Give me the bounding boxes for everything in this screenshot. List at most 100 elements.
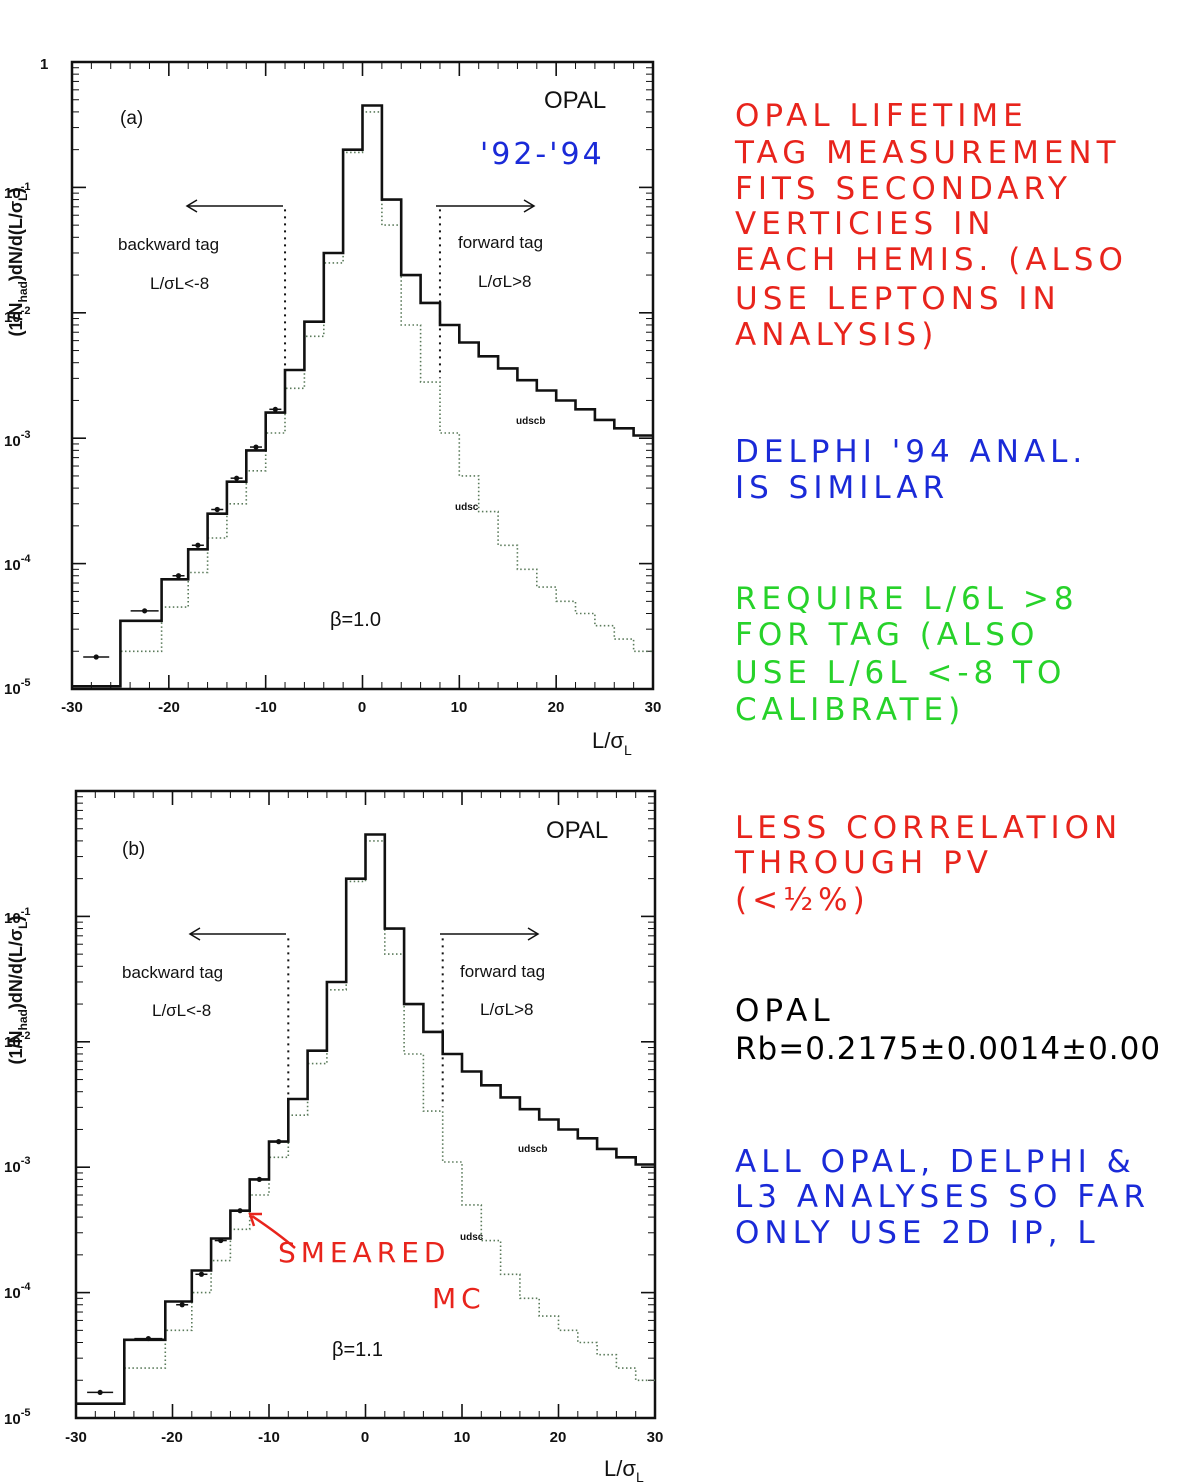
experiment-label: OPAL — [544, 87, 606, 114]
forward-tag-label: forward tag — [460, 962, 545, 981]
data-point — [276, 1139, 282, 1145]
data-points — [83, 406, 282, 660]
x-axis-label: L/σL — [592, 728, 632, 758]
y-tick-label: 10-3 — [4, 429, 30, 450]
x-tick-label: -30 — [65, 1429, 87, 1446]
chart-panel-a: 1 10-1 10-2 10-3 10-4 10-5 -30 -20 -10 0… — [4, 56, 661, 758]
backward-arrow — [188, 927, 286, 941]
note-line: FITS SECONDARY — [735, 171, 1072, 207]
data-point — [198, 1271, 205, 1277]
note-all-analyses: ALL OPAL, DELPHI & L3 ANALYSES SO FAR ON… — [735, 1144, 1150, 1251]
series-udscb — [76, 833, 655, 1405]
forward-tag-label: forward tag — [458, 233, 543, 252]
note-line: USE L/6L <-8 TO — [735, 655, 1066, 691]
data-point — [97, 1389, 103, 1396]
data-point — [256, 1176, 262, 1182]
note-line: ANALYSIS) — [735, 317, 938, 353]
plot-frame — [74, 789, 657, 1420]
y-tick-label: 10-5 — [4, 677, 30, 698]
series-udsc — [72, 111, 653, 688]
smeared-mc-arrow — [248, 1212, 296, 1249]
x-tick-label: -30 — [61, 699, 83, 716]
data-point — [175, 573, 182, 579]
data-point — [237, 1208, 243, 1214]
note-line: EACH HEMIS. (ALSO — [735, 242, 1128, 278]
note-line: LESS CORRELATION — [735, 810, 1122, 846]
x-tick-label: 30 — [647, 1429, 664, 1446]
x-tick-label: -20 — [161, 1429, 183, 1446]
x-tick-labels: -30 -20 -10 0 10 20 30 — [65, 1429, 663, 1446]
note-line: IS SIMILAR — [735, 470, 949, 506]
series-udscb — [72, 104, 653, 688]
beta-label: β=1.1 — [332, 1339, 383, 1361]
panel-label: (a) — [120, 108, 143, 129]
y-tick-label: 10-3 — [4, 1155, 30, 1176]
note-line: Rb=0.2175±0.0014±0.00 — [735, 1031, 1161, 1067]
y-tick-label: 10-5 — [4, 1407, 30, 1428]
data-point — [93, 654, 99, 660]
y-tick-labels: 1 10-1 10-2 10-3 10-4 10-5 — [4, 56, 48, 698]
data-point — [145, 1335, 151, 1342]
handwritten-notes: OPAL LIFETIME TAG MEASUREMENT FITS SECON… — [734, 98, 1161, 1251]
data-point — [195, 542, 201, 548]
data-point — [142, 608, 148, 614]
note-line: REQUIRE L/6L >8 — [735, 581, 1079, 617]
x-tick-labels: -30 -20 -10 0 10 20 30 — [61, 699, 661, 716]
x-tick-label: 20 — [548, 699, 565, 716]
x-tick-label: -10 — [258, 1429, 280, 1446]
note-line: ALL OPAL, DELPHI & — [735, 1144, 1136, 1180]
x-tick-label: -10 — [255, 699, 277, 716]
note-line: (<½%) — [735, 882, 870, 918]
forward-tag-cut: L/σL>8 — [480, 1000, 534, 1019]
backward-arrow — [185, 199, 283, 213]
note-delphi: DELPHI '94 ANAL. IS SIMILAR — [735, 434, 1082, 506]
backward-tag-label: backward tag — [122, 963, 223, 982]
note-line: ONLY USE 2D IP, L — [735, 1215, 1100, 1251]
series-label-udscb: udscb — [518, 1144, 547, 1155]
x-tick-label: 30 — [645, 699, 662, 716]
note-line: USE LEPTONS IN — [735, 281, 1061, 317]
x-tick-label: -20 — [158, 699, 180, 716]
backward-tag-label: backward tag — [118, 235, 219, 254]
series-label-udsc: udsc — [455, 502, 479, 513]
note-line: VERTICIES IN — [735, 206, 995, 242]
data-point — [234, 475, 240, 481]
series-udsc — [76, 840, 655, 1405]
smeared-annotation-line-2: MC — [432, 1282, 486, 1315]
series-label-udsc: udsc — [460, 1232, 484, 1243]
experiment-label: OPAL — [546, 817, 608, 844]
y-tick-label: 1 — [40, 56, 48, 73]
data-point — [218, 1237, 224, 1244]
data-point — [214, 506, 220, 513]
series-label-udscb: udscb — [516, 416, 545, 427]
x-tick-label: 10 — [451, 699, 468, 716]
note-line: FOR TAG (ALSO — [735, 617, 1039, 653]
panel-label: (b) — [122, 839, 145, 860]
forward-tag-cut: L/σL>8 — [478, 272, 532, 291]
note-require-tag: REQUIRE L/6L >8 FOR TAG (ALSO USE L/6L <… — [735, 581, 1079, 728]
x-tick-label: 10 — [454, 1429, 471, 1446]
axis-ticks — [71, 61, 654, 690]
backward-tag-cut: L/σL<-8 — [150, 274, 209, 293]
backward-tag-cut: L/σL<-8 — [152, 1001, 211, 1020]
data-point — [272, 406, 278, 412]
note-line: L3 ANALYSES SO FAR — [735, 1179, 1150, 1215]
data-point — [179, 1302, 185, 1308]
years-annotation: '92-'94 — [480, 137, 605, 172]
y-tick-label: 10-4 — [4, 553, 31, 574]
forward-arrow — [436, 199, 536, 213]
y-tick-label: 10-4 — [4, 1281, 31, 1302]
smeared-annotation-line-1: SMEARED — [278, 1236, 450, 1269]
x-tick-label: 20 — [550, 1429, 567, 1446]
y-axis-label: (1/Nhad)dN/d(L/σL) — [6, 916, 30, 1065]
forward-arrow — [440, 927, 540, 941]
chart-panel-b: 10-1 10-2 10-3 10-4 10-5 -30 -20 -10 0 1… — [4, 789, 663, 1483]
note-line: THROUGH PV — [734, 845, 993, 881]
axis-ticks — [75, 790, 656, 1419]
data-point — [253, 444, 259, 450]
x-tick-label: 0 — [361, 1429, 369, 1446]
note-less-correlation: LESS CORRELATION THROUGH PV (<½%) — [734, 810, 1122, 918]
x-tick-label: 0 — [358, 699, 366, 716]
note-line: TAG MEASUREMENT — [734, 135, 1121, 171]
